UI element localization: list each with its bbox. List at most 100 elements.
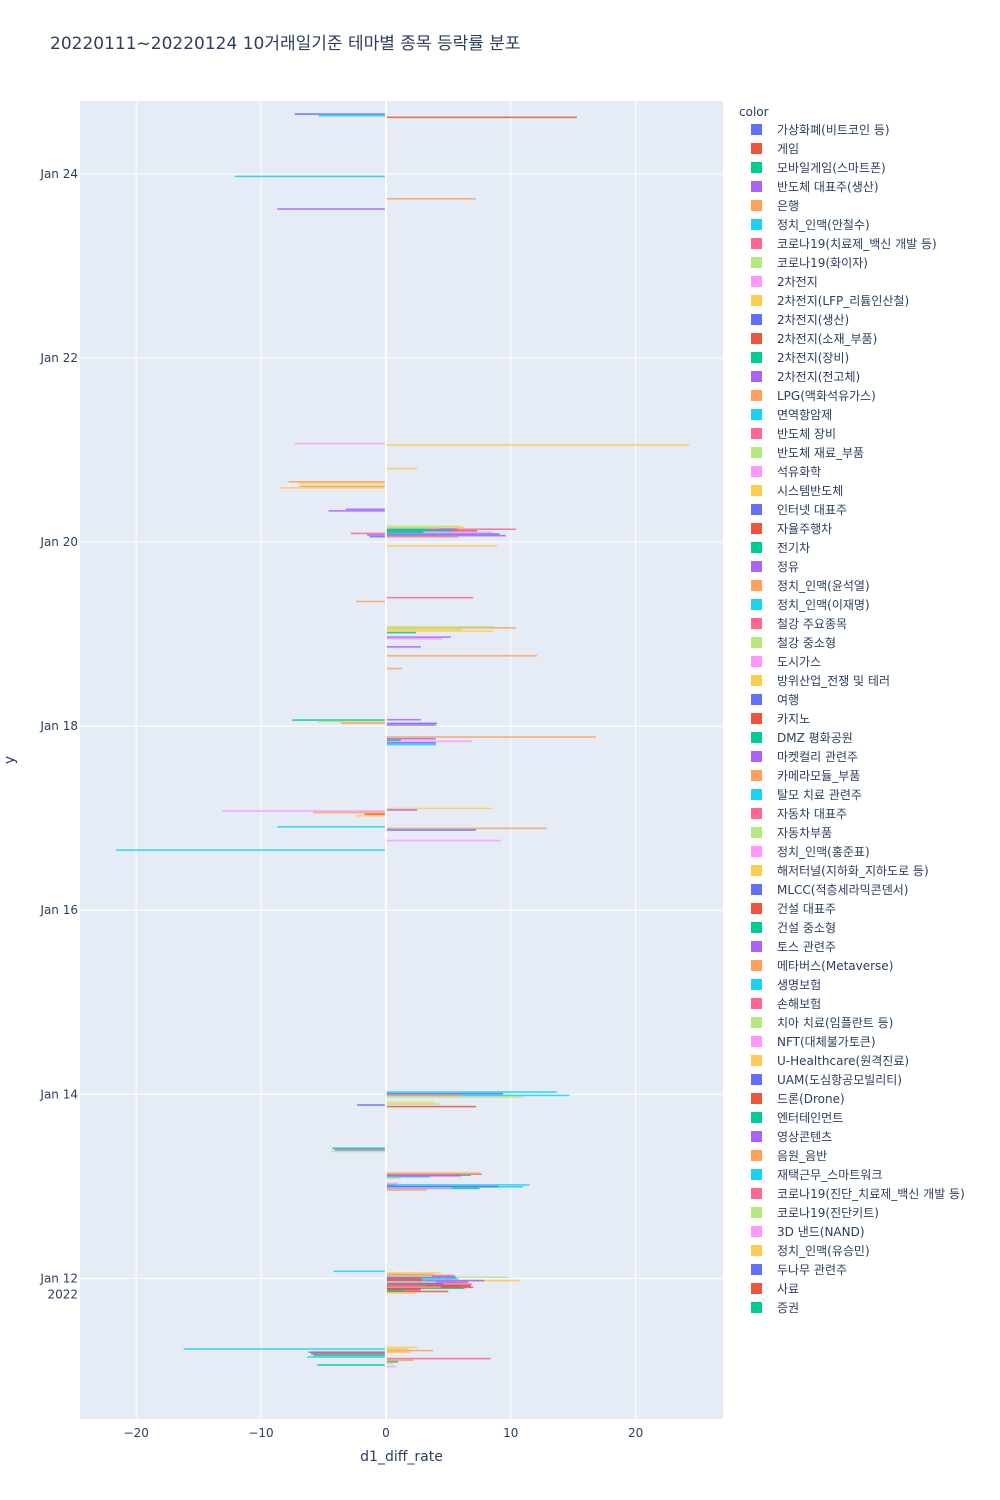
legend-item-label[interactable]: 자동차부품 xyxy=(777,826,832,840)
bar xyxy=(367,534,386,536)
legend-item-label[interactable]: 정유 xyxy=(777,560,799,574)
bar xyxy=(385,536,459,538)
legend-swatch xyxy=(751,1226,762,1237)
legend-item-label[interactable]: 코로나19(치료제_백신 개발 등) xyxy=(777,237,937,251)
legend-item-label[interactable]: 모바일게임(스마트폰) xyxy=(777,161,886,175)
legend-item-label[interactable]: 2차전지(장비) xyxy=(777,351,849,365)
bar xyxy=(385,827,547,830)
legend-item-label[interactable]: 두나무 관련주 xyxy=(777,1263,847,1277)
legend-item-label[interactable]: 정치_인맥(유승민) xyxy=(777,1244,870,1258)
legend-swatch xyxy=(751,1264,762,1275)
x-tick-label: 10 xyxy=(503,1426,518,1440)
bar xyxy=(385,525,461,528)
y-tick-label: Jan 20 xyxy=(39,535,78,549)
legend-item-label[interactable]: 2차전지(생산) xyxy=(777,313,849,327)
y-tick-label: Jan 14 xyxy=(39,1087,78,1101)
x-tick-label: 20 xyxy=(628,1426,643,1440)
legend-item-label[interactable]: 정치_인맥(윤석열) xyxy=(777,579,870,593)
legend-item-label[interactable]: 건설 대표주 xyxy=(777,902,836,916)
legend-swatch xyxy=(751,1302,762,1313)
legend-item-label[interactable]: 도시가스 xyxy=(777,655,821,669)
legend-swatch xyxy=(751,884,762,895)
bar xyxy=(385,1286,441,1288)
legend-item-label[interactable]: 반도체 대표주(생산) xyxy=(777,180,879,194)
legend-item-label[interactable]: 자율주행차 xyxy=(777,521,832,536)
legend-item-label[interactable]: 철강 중소형 xyxy=(777,636,836,650)
legend-swatch xyxy=(751,960,762,971)
legend-item-label[interactable]: 게임 xyxy=(777,142,799,156)
bar xyxy=(385,829,476,831)
legend-item-label[interactable]: 증권 xyxy=(777,1301,799,1315)
legend-item-label[interactable]: 탈모 치료 관련주 xyxy=(777,788,862,802)
legend-item-label[interactable]: 코로나19(진단_치료제_백신 개발 등) xyxy=(777,1187,965,1201)
legend-item-label[interactable]: 3D 낸드(NAND) xyxy=(777,1225,865,1239)
bar xyxy=(385,1290,449,1293)
bar xyxy=(313,811,386,814)
legend-item-label[interactable]: 정치_인맥(홍준표) xyxy=(777,845,870,859)
legend-swatch xyxy=(751,238,762,249)
legend-swatch xyxy=(751,1074,762,1085)
legend-item-label[interactable]: 생명보험 xyxy=(777,978,821,992)
bar xyxy=(385,1273,405,1276)
bar xyxy=(385,646,421,648)
legend-item-label[interactable]: 가상화폐(비트코인 등) xyxy=(777,123,890,137)
legend-item-label[interactable]: 토스 관련주 xyxy=(777,940,836,954)
legend-item-label[interactable]: 사료 xyxy=(777,1282,799,1296)
legend-item-label[interactable]: U-Healthcare(원격진료) xyxy=(777,1054,909,1068)
legend-item-label[interactable]: 방위산업_전쟁 및 테러 xyxy=(777,674,890,688)
legend-item-label[interactable]: 코로나19(진단키트) xyxy=(777,1206,879,1220)
legend-item-label[interactable]: 인터넷 대표주 xyxy=(777,503,847,517)
legend-item-label[interactable]: 시스템반도체 xyxy=(777,484,843,498)
bar xyxy=(385,527,439,529)
bar xyxy=(385,736,596,738)
legend-item-label[interactable]: 재택근무_스마트워크 xyxy=(777,1168,882,1182)
legend-item-label[interactable]: 정치_인맥(이재명) xyxy=(777,598,870,612)
bar xyxy=(385,718,421,721)
legend-item-label[interactable]: 치아 치료(임플란트 등) xyxy=(777,1016,893,1030)
legend-item-label[interactable]: 철강 주요종목 xyxy=(777,617,847,631)
bar xyxy=(385,631,416,634)
legend-item-label[interactable]: 자동차 대표주 xyxy=(777,807,847,821)
bar xyxy=(385,722,438,725)
legend-item-label[interactable]: 은행 xyxy=(777,198,799,213)
legend-swatch xyxy=(751,428,762,439)
bar xyxy=(385,1189,428,1191)
legend-item-label[interactable]: MLCC(적층세라믹콘덴서) xyxy=(777,883,908,897)
legend-item-label[interactable]: 2차전지(소재_부품) xyxy=(777,332,877,346)
legend-item-label[interactable]: 반도체 장비 xyxy=(777,427,836,441)
legend-item-label[interactable]: 건설 중소형 xyxy=(777,921,836,935)
legend-item-label[interactable]: 면역항암제 xyxy=(777,408,832,422)
legend-swatch xyxy=(751,1112,762,1123)
legend-item-label[interactable]: DMZ 평화공원 xyxy=(777,731,853,745)
bar xyxy=(385,1279,424,1282)
legend-item-label[interactable]: 석유화학 xyxy=(777,465,821,479)
bar xyxy=(385,1096,524,1098)
legend-item-label[interactable]: LPG(액화석유가스) xyxy=(777,389,876,403)
legend-item-label[interactable]: 마켓컬리 관련주 xyxy=(777,750,858,764)
legend-item-label[interactable]: 반도체 재료_부품 xyxy=(777,446,864,460)
bar xyxy=(385,1348,409,1350)
legend-item-label[interactable]: 드론(Drone) xyxy=(777,1092,845,1106)
bar xyxy=(385,197,476,200)
legend-item-label[interactable]: 메타버스(Metaverse) xyxy=(777,959,893,973)
legend-item-label[interactable]: NFT(대체불가토큰) xyxy=(777,1035,876,1049)
legend-item-label[interactable]: 코로나19(화이자) xyxy=(777,256,868,270)
legend-item-label[interactable]: 카지노 xyxy=(777,712,810,726)
legend-item-label[interactable]: UAM(도심항공모빌리티) xyxy=(777,1073,902,1087)
bar xyxy=(385,1287,465,1290)
y-tick-label: Jan 18 xyxy=(39,719,78,733)
bar xyxy=(385,1360,399,1363)
legend-item-label[interactable]: 음원_음반 xyxy=(777,1149,827,1163)
legend-item-label[interactable]: 해저터널(지하화_지하도로 등) xyxy=(777,864,929,878)
legend-item-label[interactable]: 정치_인맥(안철수) xyxy=(777,218,870,232)
legend-item-label[interactable]: 카메라모듈_부품 xyxy=(777,769,860,783)
legend-item-label[interactable]: 여행 xyxy=(777,692,799,707)
legend-swatch xyxy=(751,789,762,800)
legend-item-label[interactable]: 전기차 xyxy=(777,541,810,555)
legend-item-label[interactable]: 엔터테인먼트 xyxy=(777,1111,843,1125)
legend-item-label[interactable]: 2차전지 xyxy=(777,275,818,289)
legend-item-label[interactable]: 2차전지(LFP_리튬인산철) xyxy=(777,294,909,308)
legend-item-label[interactable]: 손해보험 xyxy=(777,997,821,1011)
legend-item-label[interactable]: 2차전지(전고체) xyxy=(777,370,860,384)
legend-item-label[interactable]: 영상콘텐츠 xyxy=(777,1130,832,1144)
